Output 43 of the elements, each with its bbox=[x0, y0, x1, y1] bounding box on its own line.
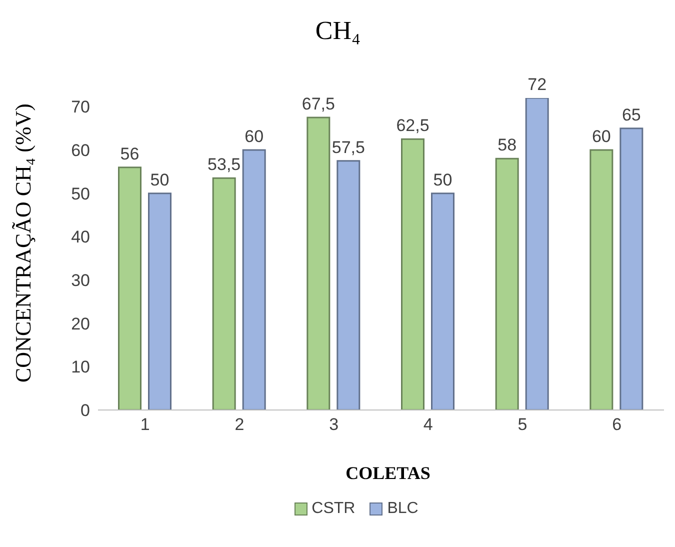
y-tick-label: 0 bbox=[80, 401, 90, 420]
bar bbox=[525, 98, 549, 410]
x-tick-label: 3 bbox=[329, 415, 339, 434]
y-tick-label: 50 bbox=[71, 184, 90, 204]
data-label: 50 bbox=[433, 170, 452, 190]
y-tick-label: 70 bbox=[71, 98, 90, 117]
data-label: 57,5 bbox=[332, 138, 365, 157]
bar bbox=[242, 149, 266, 410]
data-label: 53,5 bbox=[208, 155, 241, 174]
x-axis-title: COLETAS bbox=[344, 463, 432, 484]
x-tick-label: 5 bbox=[518, 415, 528, 434]
data-label: 62,5 bbox=[396, 116, 430, 136]
bar bbox=[306, 116, 330, 410]
data-label: 72 bbox=[528, 75, 547, 94]
y-axis-title: CONCENTRAÇÃO CH₄ (%V) bbox=[10, 104, 36, 382]
chart-title: CH₄ bbox=[314, 16, 362, 46]
data-label: 58 bbox=[498, 136, 517, 155]
bar bbox=[495, 158, 519, 410]
bar bbox=[212, 177, 236, 410]
bar bbox=[431, 192, 455, 410]
y-tick-label: 10 bbox=[71, 358, 90, 377]
x-tick-label: 1 bbox=[140, 415, 150, 434]
y-tick-label: 40 bbox=[71, 228, 90, 247]
bar bbox=[118, 166, 142, 410]
y-tick-label: 30 bbox=[71, 271, 90, 290]
legend-label: CSTR bbox=[312, 500, 356, 518]
data-label: 60 bbox=[592, 127, 611, 146]
legend-label: BLC bbox=[387, 500, 418, 518]
data-label: 67,5 bbox=[302, 94, 335, 114]
x-tick-label: 6 bbox=[612, 415, 622, 434]
data-label: 50 bbox=[150, 170, 170, 190]
x-tick-label: 4 bbox=[423, 415, 433, 434]
y-tick-label: 60 bbox=[71, 141, 90, 160]
data-label: 60 bbox=[244, 127, 264, 146]
y-tick-label: 20 bbox=[71, 314, 90, 334]
data-label: 65 bbox=[622, 105, 641, 124]
bar bbox=[336, 160, 360, 410]
bar bbox=[148, 192, 172, 410]
data-label: 56 bbox=[120, 144, 140, 164]
bar bbox=[590, 149, 614, 410]
bar bbox=[401, 138, 425, 410]
x-tick-label: 2 bbox=[234, 415, 244, 434]
bar bbox=[620, 128, 644, 410]
